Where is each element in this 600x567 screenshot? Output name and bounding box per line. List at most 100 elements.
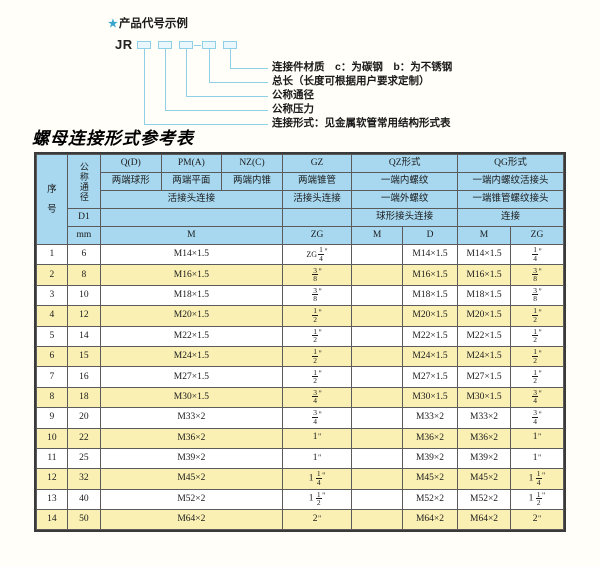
header-endform-qg: 一端内螺纹活接头 (457, 172, 564, 191)
cell-thread-m: M33×2 (99, 407, 283, 429)
cell-seq: 12 (36, 468, 68, 490)
table-row: 2 8 M16×1.5 3 8 " M16×1.5 M16×1.5 3 8 " (36, 264, 565, 286)
leader-line-1-vertical (230, 49, 231, 68)
cell-thread-m: M20×1.5 (99, 305, 283, 327)
cell-dn: 18 (66, 386, 101, 409)
table-row: 5 14 M22×1.5 1 2 " M22×1.5 M22×1.5 1 2 " (36, 325, 565, 347)
cell-qg-m: M14×1.5 (457, 243, 511, 266)
header-unit-qg-zg: ZG (509, 226, 565, 245)
header-row-connection-3: 活接头连接 活接头连接 一端外螺纹 一端锥管螺纹接头 (37, 190, 564, 209)
table-row: 14 50 M64×2 2" M64×2 M64×2 2" (36, 509, 565, 531)
cell-thread-m: M24×1.5 (99, 345, 283, 368)
cell-qg-m: M33×2 (457, 407, 511, 429)
cell-qg-zg: 3 4 " (509, 407, 565, 429)
cell-thread-m: M18×1.5 (99, 284, 283, 307)
cell-dn: 50 (66, 509, 101, 531)
star-icon: ★ (108, 18, 118, 30)
cell-qz-d: M36×2 (401, 427, 459, 449)
cell-qz-m (351, 345, 403, 368)
code-box-2 (158, 41, 172, 49)
leader-line-3-vertical (186, 49, 187, 96)
cell-gz-zg: 1 2 " (281, 366, 353, 388)
annotation-material: 连接件材质 c：为碳钢 b：为不锈钢 (272, 61, 453, 73)
code-separator-dash (194, 45, 201, 46)
header-endform-nz: 两端内锥 (221, 172, 283, 191)
table-row: 7 16 M27×1.5 1 2 " M27×1.5 M27×1.5 1 2 " (36, 366, 565, 388)
cell-thread-m: M36×2 (99, 427, 283, 449)
table-title: 螺母连接形式参考表 (32, 129, 194, 149)
cell-seq: 10 (36, 427, 68, 449)
header-row3-gz: 活接头连接 (281, 190, 353, 209)
cell-seq: 9 (36, 407, 68, 429)
leader-line-4-horizontal (165, 110, 268, 111)
table-row: 8 18 M30×1.5 3 4 " M30×1.5 M30×1.5 3 4 " (36, 386, 565, 409)
header-group-qg: QG形式 (457, 154, 564, 173)
cell-gz-zg: 1" (281, 427, 353, 449)
header-row4-qdpmnz (99, 208, 283, 227)
cell-dn: 25 (66, 447, 101, 470)
cell-qz-d: M14×1.5 (401, 243, 459, 266)
cell-qz-d: M27×1.5 (401, 366, 459, 388)
code-box-1 (137, 41, 151, 49)
header-unit-qz-m: M (351, 226, 403, 245)
table-row: 10 22 M36×2 1" M36×2 M36×2 1" (36, 427, 565, 449)
cell-qg-m: M52×2 (457, 488, 511, 511)
header-group-pm: PM(A) (160, 154, 223, 173)
cell-qg-m: M64×2 (457, 509, 511, 531)
leader-line-1-horizontal (230, 68, 268, 69)
header-unit-qz-d: D (401, 226, 459, 245)
header-group-qd: Q(D) (99, 154, 162, 173)
cell-thread-m: M52×2 (99, 488, 283, 511)
cell-gz-zg: 1 2 " (281, 325, 353, 347)
cell-gz-zg: 2" (281, 509, 353, 531)
cell-dn: 10 (66, 284, 101, 307)
table-row: 3 10 M18×1.5 3 8 " M18×1.5 M18×1.5 3 8 " (36, 284, 565, 307)
header-seq-line-2: 号 (47, 204, 57, 215)
cell-qz-d: M33×2 (401, 407, 459, 429)
cell-thread-m: M39×2 (99, 447, 283, 470)
code-box-5 (223, 41, 237, 49)
header-dn-label: 公称通径 (66, 154, 101, 209)
cell-qz-m (351, 488, 403, 511)
cell-qz-m (351, 407, 403, 429)
cell-seq: 11 (36, 447, 68, 470)
header-seq-line-1: 序 (47, 184, 57, 195)
cell-thread-m: M16×1.5 (99, 264, 283, 286)
header-dn-unit: mm (66, 226, 101, 245)
cell-qg-m: M39×2 (457, 447, 511, 470)
cell-qz-d: M18×1.5 (401, 284, 459, 307)
cell-seq: 8 (36, 386, 68, 409)
cell-dn: 6 (66, 243, 101, 266)
header-row3-qg: 一端锥管螺纹接头 (457, 190, 564, 209)
cell-qz-m (351, 447, 403, 470)
header-group-qz: QZ形式 (351, 154, 459, 173)
header-row-connection-4: D1 球形接头连接 连接 (37, 208, 564, 227)
cell-seq: 4 (36, 305, 68, 327)
cell-seq: 2 (36, 264, 68, 286)
cell-gz-zg: 3 8 " (281, 264, 353, 286)
cell-seq: 14 (36, 509, 68, 531)
leader-line-5-horizontal (144, 124, 268, 125)
header-row4-qz: 球形接头连接 (351, 208, 459, 227)
cell-qg-zg: 1 2 " (509, 325, 565, 347)
cell-qg-zg: 1 2 " (509, 345, 565, 368)
cell-qg-m: M22×1.5 (457, 325, 511, 347)
cell-qg-m: M20×1.5 (457, 305, 511, 327)
cell-qg-zg: 2" (509, 509, 565, 531)
header-endform-pm: 两端平面 (160, 172, 223, 191)
cell-seq: 13 (36, 488, 68, 511)
cell-qz-m (351, 366, 403, 388)
header-unit-gz: ZG (281, 226, 353, 245)
cell-dn: 32 (66, 468, 101, 490)
cell-seq: 1 (36, 243, 68, 266)
cell-dn: 12 (66, 305, 101, 327)
cell-thread-m: M14×1.5 (99, 243, 283, 266)
cell-qz-m (351, 264, 403, 286)
cell-gz-zg: 3 4 " (281, 386, 353, 409)
header-group-nz: NZ(C) (221, 154, 283, 173)
annotation-nominal-pressure: 公称压力 (272, 103, 314, 115)
cell-qz-d: M20×1.5 (401, 305, 459, 327)
header-seq: 序 号 (36, 154, 68, 245)
annotation-total-length: 总长（长度可根据用户要求定制） (272, 75, 430, 87)
cell-dn: 15 (66, 345, 101, 368)
